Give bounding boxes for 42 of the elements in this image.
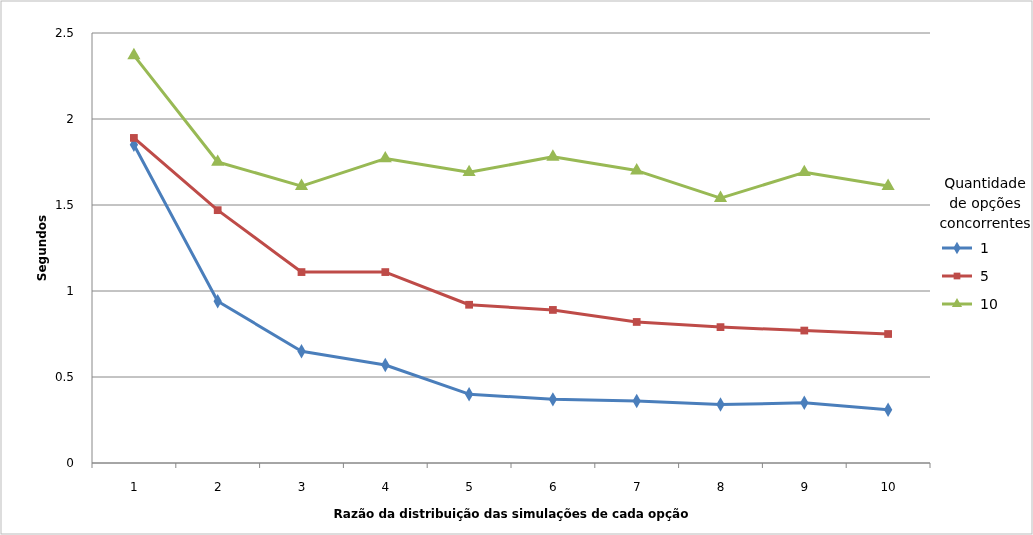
point [881, 178, 895, 190]
legend-label: 1 [980, 240, 989, 256]
y-tick-label: 2 [66, 112, 74, 126]
y-tick-label: 0 [66, 456, 74, 470]
point [130, 134, 138, 142]
x-tick-label: 5 [465, 480, 473, 494]
y-tick-label: 1 [66, 284, 74, 298]
point [127, 47, 141, 60]
point [297, 268, 306, 276]
y-tick-label: 1.5 [54, 198, 74, 212]
point [462, 164, 476, 177]
y-tick-label: 2.5 [54, 26, 74, 40]
point [549, 306, 557, 314]
point [797, 164, 811, 177]
point [630, 163, 644, 175]
point [381, 268, 390, 276]
point [716, 323, 725, 331]
point [465, 300, 473, 309]
x-tick-label: 9 [800, 480, 809, 494]
y-axis-title: Segundos [35, 214, 49, 282]
point [378, 150, 392, 163]
point [800, 326, 809, 335]
x-tick-label: 7 [632, 480, 641, 494]
x-axis-title: Razão da distribuição das simulações de cada opção [333, 507, 689, 521]
point [211, 154, 225, 166]
point [713, 190, 728, 202]
legend-label: 5 [980, 268, 989, 284]
x-tick-label: 4 [381, 480, 390, 494]
point [546, 149, 560, 161]
point [632, 318, 641, 326]
legend-label: 10 [980, 296, 998, 312]
x-tick-label: 6 [549, 480, 557, 494]
y-tick-label: 0.5 [54, 370, 74, 384]
x-tick-label: 2 [213, 480, 222, 494]
legend-title: Quantidade de opções concorrentes [939, 175, 1031, 231]
x-tick-label: 8 [716, 480, 725, 494]
x-tick-label: 10 [880, 480, 896, 494]
point [294, 178, 309, 190]
point [213, 206, 222, 215]
x-tick-label: 1 [130, 480, 138, 494]
x-tick-label: 3 [297, 480, 306, 494]
point [884, 330, 892, 338]
